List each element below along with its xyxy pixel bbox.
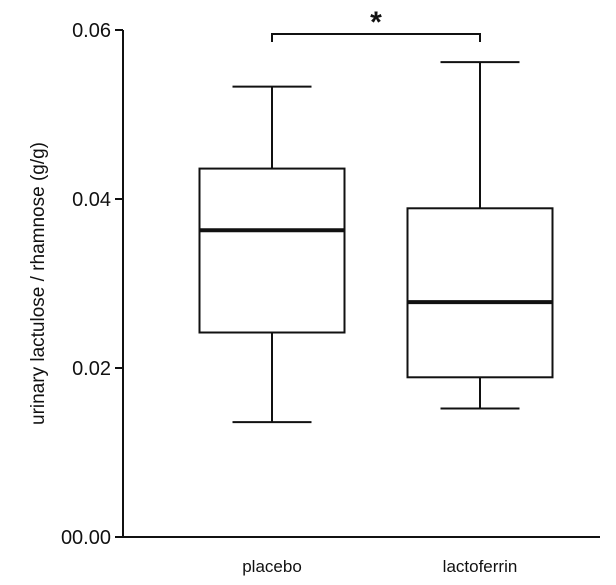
y-tick-label-1: 0.02 bbox=[72, 358, 111, 380]
boxes-layer bbox=[198, 61, 554, 424]
y-tick-label-3: 0.06 bbox=[72, 20, 111, 42]
x-category-label-placebo: placebo bbox=[242, 557, 302, 576]
significance-star: * bbox=[370, 6, 382, 39]
y-tick-label-0: 00.00 bbox=[61, 527, 111, 549]
iqr-box-placebo bbox=[198, 167, 346, 334]
x-category-label-lactoferrin: lactoferrin bbox=[443, 557, 518, 576]
box-placebo bbox=[198, 85, 346, 424]
significance-bracket-0: * bbox=[271, 6, 481, 42]
labels-layer: 00.00 0.02 0.04 0.06 urinary lactulose / rha… bbox=[28, 20, 517, 576]
annotation-layer: * bbox=[271, 6, 481, 42]
bracket-line bbox=[271, 33, 481, 42]
axes-layer bbox=[115, 29, 600, 538]
y-axis-title: urinary lactulose / rhamnose (g/g) bbox=[28, 142, 49, 425]
box-lactoferrin bbox=[406, 61, 554, 410]
y-tick-label-2: 0.04 bbox=[72, 189, 111, 211]
iqr-box-lactoferrin bbox=[406, 207, 554, 379]
